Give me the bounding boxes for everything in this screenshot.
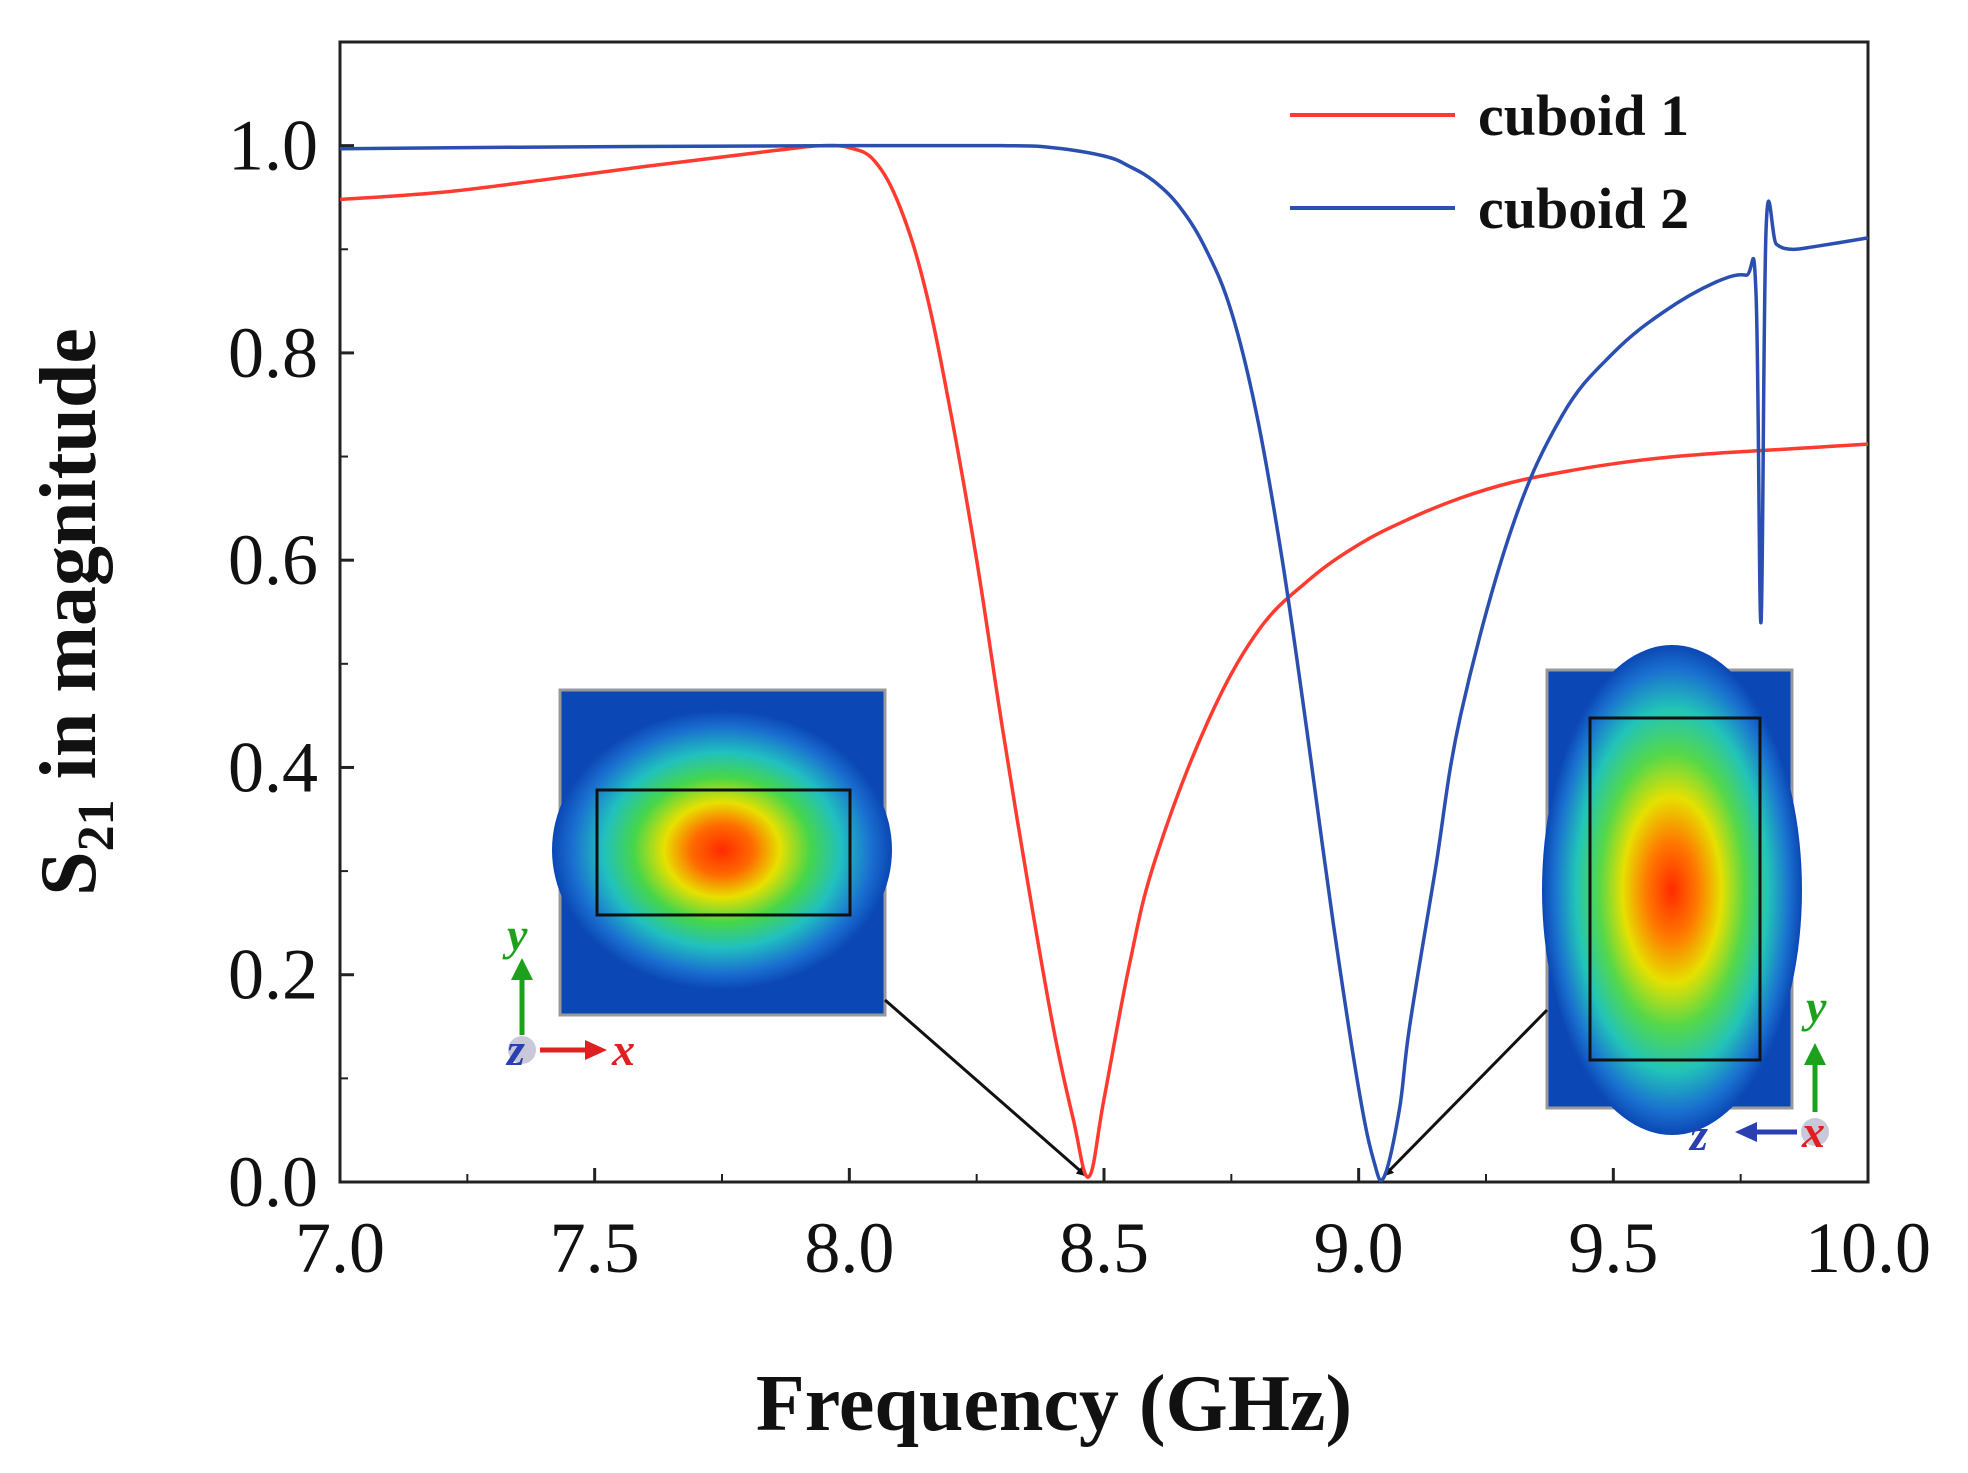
legend-label-cuboid-2: cuboid 2 <box>1478 176 1689 241</box>
inset-1-leader-arrow <box>884 998 1087 1177</box>
y-tick-label: 0.6 <box>228 520 318 600</box>
inset-1-z-letter: z <box>505 1024 525 1075</box>
x-tick-label: 9.0 <box>1314 1208 1404 1288</box>
inset-1-x-letter: x <box>611 1024 635 1075</box>
inset-2-z-letter: z <box>1688 1109 1708 1160</box>
inset-1-axes: y z x <box>502 909 635 1075</box>
inset-2-y-letter: y <box>1801 981 1827 1032</box>
inset-1-field <box>552 710 892 990</box>
x-tick-label: 9.5 <box>1568 1208 1658 1288</box>
x-tick-label: 10.0 <box>1805 1208 1931 1288</box>
y-tick-label: 1.0 <box>228 106 318 186</box>
x-tick-label: 8.0 <box>804 1208 894 1288</box>
series-line-2 <box>340 143 1868 1182</box>
y-axis-ticks: 0.0 0.2 0.4 0.6 0.8 1.0 <box>228 106 354 1222</box>
y-tick-label: 0.8 <box>228 313 318 393</box>
x-tick-label: 7.0 <box>295 1208 385 1288</box>
legend-label-cuboid-1: cuboid 1 <box>1478 83 1689 148</box>
inset-cuboid-2 <box>1542 645 1802 1135</box>
series-layer <box>340 143 1868 1182</box>
inset-2-axes: y x z <box>1688 981 1829 1160</box>
legend: cuboid 1 cuboid 2 <box>1290 83 1689 241</box>
x-axis-title: Frequency (GHz) <box>756 1360 1352 1448</box>
x-axis-ticks: 7.0 7.5 8.0 8.5 9.0 9.5 10.0 <box>295 1168 1931 1288</box>
inset-1-y-letter: y <box>502 909 528 960</box>
inset-2-leader-arrow <box>1383 1008 1549 1177</box>
inset-2-field <box>1542 645 1802 1135</box>
y-tick-label: 0.0 <box>228 1142 318 1222</box>
x-tick-label: 8.5 <box>1059 1208 1149 1288</box>
y-tick-label: 0.2 <box>228 935 318 1015</box>
inset-2-cuboid-outline <box>1588 716 1762 1062</box>
inset-1-cuboid-outline <box>595 788 852 917</box>
y-axis-title: S21 in magnitude <box>25 328 125 896</box>
inset-2-x-letter: x <box>1801 1106 1825 1157</box>
x-tick-label: 7.5 <box>550 1208 640 1288</box>
y-tick-label: 0.4 <box>228 727 318 807</box>
inset-cuboid-1 <box>552 688 892 1017</box>
